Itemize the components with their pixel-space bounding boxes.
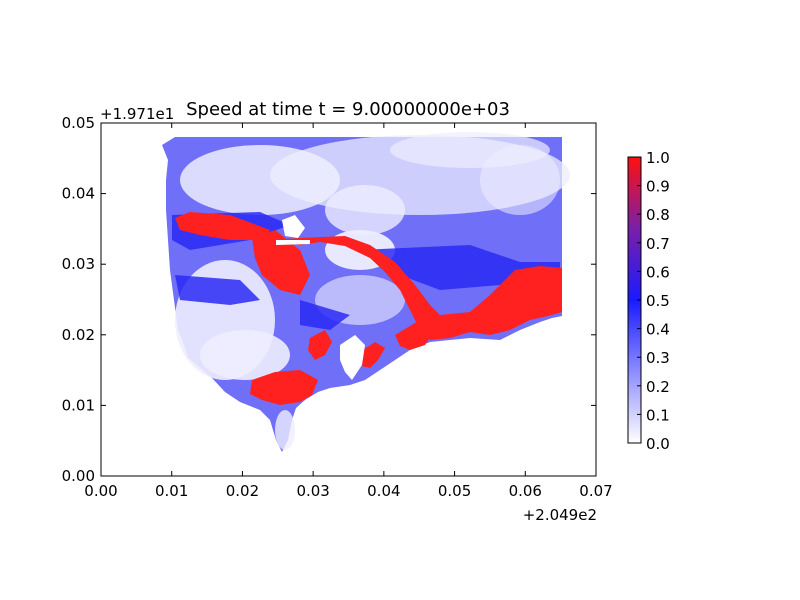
high-speed-region — [252, 230, 310, 295]
medium-speed-band — [300, 300, 350, 330]
colorbar-tick-label: 0.0 — [646, 435, 670, 453]
x-axis-ticks: 0.00 0.01 0.02 0.03 0.04 0.05 0.06 0.07 — [84, 123, 613, 500]
colorbar-tick-label: 0.4 — [646, 321, 670, 339]
y-tick-label: 0.05 — [62, 114, 95, 132]
colorbar-tick-label: 0.2 — [646, 378, 670, 396]
y-axis-ticks: 0.00 0.01 0.02 0.03 0.04 0.05 — [62, 114, 596, 485]
colorbar-tick-label: 0.6 — [646, 263, 670, 281]
x-tick-label: 0.03 — [296, 482, 329, 500]
colorbar-tick-label: 0.1 — [646, 406, 670, 424]
colorbar-tick-label: 0.3 — [646, 349, 670, 367]
high-speed-region — [360, 342, 385, 368]
high-speed-region — [175, 212, 270, 240]
y-tick-label: 0.04 — [62, 185, 95, 203]
high-speed-region — [272, 236, 562, 340]
low-speed-region — [480, 145, 560, 215]
low-speed-region — [200, 330, 290, 380]
chart-title: Speed at time t = 9.00000000e+03 — [186, 99, 510, 120]
y-tick-label: 0.00 — [62, 467, 95, 485]
colorbar-tick-label: 0.5 — [646, 292, 670, 310]
dry-cell-region — [282, 215, 305, 238]
low-speed-region — [325, 185, 405, 235]
x-tick-label: 0.06 — [509, 482, 542, 500]
high-speed-region — [250, 370, 318, 405]
y-tick-label: 0.02 — [62, 326, 95, 344]
x-tick-label: 0.05 — [438, 482, 471, 500]
y-offset-label: +1.971e1 — [100, 105, 174, 123]
colorbar-tick-label: 0.7 — [646, 235, 670, 253]
x-tick-label: 0.02 — [226, 482, 259, 500]
speed-field — [162, 132, 570, 452]
y-tick-label: 0.03 — [62, 255, 95, 273]
colorbar-tick-label: 1.0 — [646, 149, 670, 167]
x-tick-label: 0.01 — [155, 482, 188, 500]
x-tick-label: 0.00 — [84, 482, 117, 500]
high-speed-region — [308, 330, 332, 360]
colorbar-tick-label: 0.9 — [646, 178, 670, 196]
y-tick-label: 0.01 — [62, 396, 95, 414]
medium-speed-band — [175, 275, 260, 305]
colorbar-ticks: 0.0 0.1 0.2 0.3 0.4 0.5 0.6 0.7 0.8 0.9 1.0 — [637, 149, 670, 453]
axes-frame — [100, 122, 597, 477]
dry-cell-region — [276, 240, 310, 245]
low-speed-region — [180, 145, 340, 215]
x-offset-label: +2.049e2 — [523, 506, 597, 524]
colorbar-tick-label: 0.8 — [646, 206, 670, 224]
x-tick-label: 0.04 — [367, 482, 400, 500]
x-tick-label: 0.07 — [579, 482, 612, 500]
low-speed-region — [275, 410, 295, 450]
high-speed-region — [395, 320, 435, 350]
dry-cell-region — [340, 335, 365, 380]
